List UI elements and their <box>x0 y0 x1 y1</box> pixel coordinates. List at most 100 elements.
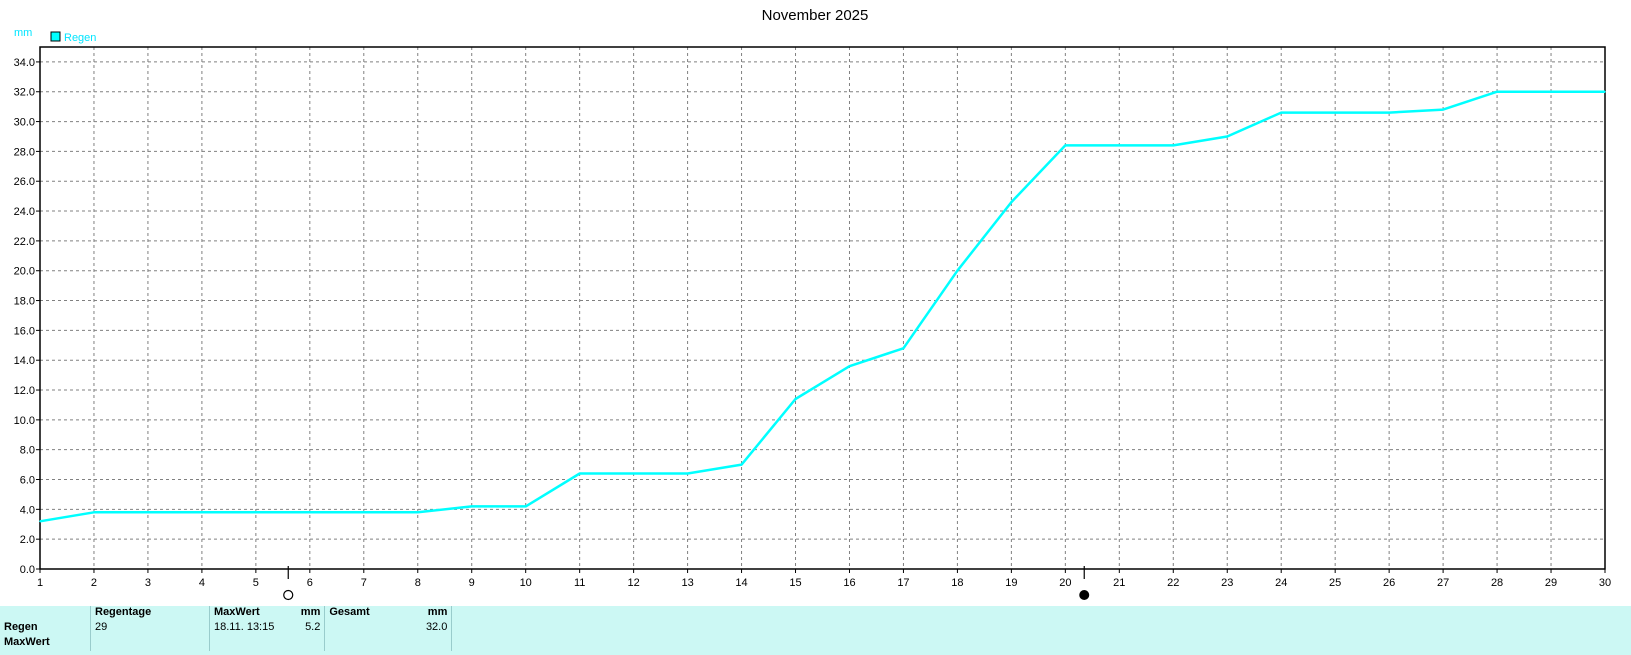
series-line-regen <box>39 90 1605 523</box>
y-tick-label: 24.0 <box>14 206 35 218</box>
data-point <box>632 472 635 475</box>
data-point <box>147 511 149 514</box>
data-point <box>686 472 689 475</box>
data-point <box>1496 90 1498 93</box>
data-point <box>1334 111 1336 114</box>
x-tick-label: 14 <box>735 577 747 589</box>
row-max-date <box>210 636 279 651</box>
y-tick-label: 20.0 <box>14 266 35 278</box>
row-max-value <box>278 636 326 651</box>
x-tick-label: 7 <box>361 577 367 589</box>
data-point <box>578 472 581 475</box>
statistics-table: Regentage MaxWert mm Gesamt mm Regen 29 … <box>0 606 453 651</box>
data-point <box>956 269 959 272</box>
x-tick-label: 8 <box>415 577 421 589</box>
y-tick-label: 32.0 <box>14 87 35 99</box>
new-moon-icon <box>1079 590 1090 600</box>
rain-chart: November 2025 mm Regen 0.0 2.0 4.0 6.0 8.0 10… <box>14 7 1611 601</box>
header-empty-cell <box>0 606 91 621</box>
x-tick-label: 3 <box>145 577 151 589</box>
chart-title: November 2025 <box>762 7 869 24</box>
data-point <box>1442 108 1444 111</box>
y-axis-unit: mm <box>14 27 32 39</box>
y-tick-label: 8.0 <box>20 445 35 457</box>
y-tick-label: 16.0 <box>14 325 35 337</box>
x-tick-label: 15 <box>789 577 801 589</box>
x-tick-label: 29 <box>1545 577 1557 589</box>
x-tick-label: 13 <box>681 577 693 589</box>
header-maxwert-unit: mm <box>278 606 326 621</box>
data-point <box>1172 144 1175 147</box>
x-tick-label: 27 <box>1437 577 1449 589</box>
x-tick-label: 11 <box>574 577 585 589</box>
x-tick-label: 2 <box>91 577 97 589</box>
y-tick-label: 22.0 <box>14 236 35 248</box>
y-tick-label: 26.0 <box>14 176 35 188</box>
data-point <box>1550 90 1552 93</box>
x-tick-label: 22 <box>1167 577 1179 589</box>
x-tick-label: 1 <box>37 577 43 589</box>
data-point <box>39 520 41 523</box>
y-tick-label: 10.0 <box>14 415 35 427</box>
data-point <box>1388 111 1390 114</box>
full-moon-icon <box>283 589 294 601</box>
data-point <box>524 505 527 508</box>
data-point <box>1226 135 1229 138</box>
y-tick-label: 12.0 <box>14 385 35 397</box>
y-tick-label: 28.0 <box>14 146 35 158</box>
x-tick-label: 30 <box>1599 577 1611 589</box>
x-tick-label: 16 <box>843 577 855 589</box>
x-tick-label: 6 <box>307 577 313 589</box>
x-tick-label: 21 <box>1113 577 1125 589</box>
x-tick-label: 19 <box>1005 577 1017 589</box>
data-point <box>1604 90 1606 93</box>
y-tick-label: 2.0 <box>20 534 35 546</box>
data-point <box>470 505 473 508</box>
row-gesamt: 32.0 <box>393 621 453 636</box>
plot-frame <box>39 46 1606 570</box>
data-point <box>1010 201 1013 203</box>
row-regentage: 29 <box>90 621 210 636</box>
y-tick-label: 6.0 <box>20 475 35 487</box>
y-tick-label: 14.0 <box>14 355 35 367</box>
data-point <box>848 365 851 367</box>
data-point <box>255 511 257 514</box>
data-point <box>794 398 797 400</box>
data-point <box>309 511 311 514</box>
table-row: Regen 29 18.11. 13:15 5.2 32.0 <box>0 621 453 636</box>
header-maxwert: MaxWert <box>214 606 260 618</box>
row-gesamt <box>393 636 453 651</box>
data-point <box>1064 144 1067 147</box>
y-tick-label: 0.0 <box>20 564 35 576</box>
x-tick-label: 4 <box>199 577 205 589</box>
data-point <box>362 511 365 514</box>
moon-phase-markers <box>283 566 1090 601</box>
header-gesamt-unit: mm <box>393 606 453 621</box>
y-tick-label: 34.0 <box>14 57 35 69</box>
x-tick-label: 24 <box>1275 577 1287 589</box>
data-point <box>740 463 743 466</box>
row-max-date: 18.11. 13:15 <box>214 621 275 633</box>
data-point <box>1280 111 1283 114</box>
x-tick-label: 5 <box>253 577 259 589</box>
x-tick-label: 9 <box>469 577 475 589</box>
header-gesamt: Gesamt <box>329 606 370 618</box>
legend-label-regen: Regen <box>64 32 96 44</box>
x-tick-label: 23 <box>1221 577 1233 589</box>
header-regentage: Regentage <box>90 606 210 621</box>
row-gesamt-spacer <box>325 636 394 651</box>
data-point <box>1118 144 1121 147</box>
x-tick-label: 10 <box>520 577 532 589</box>
data-point <box>93 511 95 514</box>
x-axis-ticks: 1 2 3 4 5 6 7 8 9 10 11 12 13 14 15 16 17 18 19 20 21 22 23 24 2… <box>37 569 1611 589</box>
series-layer <box>39 90 1606 523</box>
y-axis-ticks: 0.0 2.0 4.0 6.0 8.0 10.0 12.0 14.0 16.0 18.0 20.0 2… <box>14 57 40 576</box>
table-header-row: Regentage MaxWert mm Gesamt mm <box>0 606 453 621</box>
chart-grid <box>40 47 1605 569</box>
y-tick-label: 4.0 <box>20 504 35 516</box>
row-label: Regen <box>0 621 91 636</box>
x-tick-label: 12 <box>627 577 639 589</box>
data-point <box>902 347 905 350</box>
data-point <box>201 511 203 514</box>
row-label: MaxWert <box>0 636 91 651</box>
